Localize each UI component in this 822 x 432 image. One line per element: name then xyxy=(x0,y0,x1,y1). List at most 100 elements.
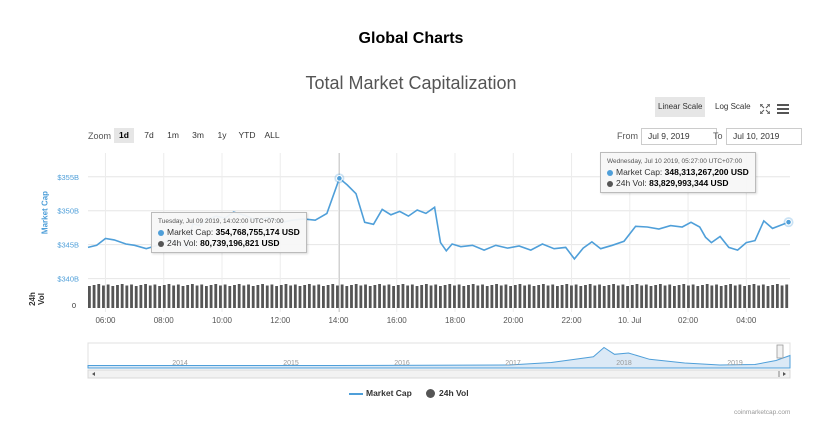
volume-bar xyxy=(457,284,461,308)
volume-bar xyxy=(448,284,452,308)
volume-bar xyxy=(607,285,611,308)
volume-bar xyxy=(752,284,756,308)
zoom-1d-button[interactable]: 1d xyxy=(114,128,134,143)
x-tick-label: 08:00 xyxy=(154,316,175,325)
y-tick-label: $350B xyxy=(57,207,79,216)
tooltip-right: Wednesday, Jul 10 2019, 05:27:00 UTC+07:… xyxy=(600,152,756,193)
linear-scale-button[interactable]: Linear Scale xyxy=(655,97,706,117)
volume-bar xyxy=(424,284,428,308)
vol-dot-icon xyxy=(607,180,613,187)
volume-bar xyxy=(317,284,321,308)
volume-bar xyxy=(256,285,260,308)
volume-bar xyxy=(144,284,147,308)
zoom-1y-button[interactable]: 1y xyxy=(217,130,227,140)
x-tick-label: 22:00 xyxy=(562,316,583,325)
volume-bar xyxy=(331,284,335,308)
volume-bar xyxy=(682,284,686,308)
volume-bar xyxy=(467,285,470,308)
volume-bar xyxy=(518,284,522,308)
tooltip-right-header: Wednesday, Jul 10 2019, 05:27:00 UTC+07:… xyxy=(607,158,743,165)
scroll-left-arrow-icon xyxy=(92,372,95,376)
zoom-all-button[interactable]: ALL xyxy=(264,130,280,140)
volume-bar xyxy=(490,285,494,308)
volume-bar xyxy=(719,286,723,308)
legend-vol-dot-icon xyxy=(426,389,435,398)
volume-bar xyxy=(401,284,405,308)
volume-bar xyxy=(471,284,475,308)
tooltip-left-mcap-label: Market Cap: xyxy=(167,227,214,237)
volume-bar xyxy=(439,286,442,308)
scrollbar-track[interactable] xyxy=(87,369,791,379)
volume-bar xyxy=(635,284,639,308)
volume-bar xyxy=(181,286,185,308)
to-date-input[interactable]: Jul 10, 2019 xyxy=(726,128,802,145)
zoom-3m-button[interactable]: 3m xyxy=(192,130,204,140)
from-date-input[interactable]: Jul 9, 2019 xyxy=(641,128,717,145)
x-tick-label: 16:00 xyxy=(387,316,408,325)
volume-bar xyxy=(551,284,555,308)
zoom-ytd-button[interactable]: YTD xyxy=(238,130,256,140)
vol-axis-tick: 0 xyxy=(72,301,76,310)
tooltip-right-vol-value: 83,829,993,344 USD xyxy=(649,178,729,188)
volume-bar xyxy=(584,285,587,308)
volume-bar xyxy=(373,285,377,308)
volume-bar xyxy=(350,285,353,308)
to-label: To xyxy=(713,131,723,141)
volume-bar xyxy=(275,286,279,308)
volume-bar xyxy=(560,285,564,308)
menu-icon[interactable] xyxy=(777,101,789,114)
zoom-1m-button[interactable]: 1m xyxy=(167,130,179,140)
page-title: Global Charts xyxy=(358,30,464,47)
volume-bar xyxy=(593,285,597,308)
volume-bar xyxy=(738,284,742,308)
volume-bar xyxy=(261,284,264,308)
volume-bar xyxy=(523,285,527,308)
volume-bar xyxy=(176,284,180,308)
volume-bar xyxy=(148,285,152,308)
log-scale-button[interactable]: Log Scale xyxy=(715,102,751,111)
volume-bar xyxy=(307,284,311,308)
volume-bar xyxy=(785,284,789,308)
volume-bar xyxy=(303,285,307,308)
volume-bar xyxy=(616,285,620,308)
volume-bar xyxy=(602,286,606,308)
volume-bar xyxy=(527,284,531,308)
from-label: From xyxy=(617,131,638,141)
volume-bar xyxy=(705,284,709,308)
volume-bar xyxy=(729,284,732,308)
volume-bar xyxy=(209,285,213,308)
scrollbar-thumb[interactable] xyxy=(778,371,780,377)
volume-bar xyxy=(125,285,129,308)
volume-bar xyxy=(88,286,91,308)
volume-bar xyxy=(663,285,667,308)
navigator-year-label: 2015 xyxy=(283,360,299,367)
volume-bar xyxy=(92,285,96,308)
mcap-dot-icon xyxy=(607,169,613,176)
x-tick-label: 04:00 xyxy=(736,316,757,325)
volume-bar xyxy=(481,284,484,308)
navigator-handle xyxy=(776,344,784,359)
volume-bar xyxy=(668,284,672,308)
navigator-year-label: 2014 xyxy=(172,360,188,367)
volume-bar xyxy=(588,284,592,308)
volume-bar xyxy=(345,286,349,308)
volume-bar xyxy=(359,285,363,308)
volume-bar xyxy=(167,284,171,308)
volume-bar xyxy=(612,284,615,308)
legend-vol[interactable]: 24h Vol xyxy=(439,388,469,398)
volume-bar xyxy=(443,285,447,308)
volume-bar xyxy=(195,285,199,308)
volume-bar xyxy=(162,285,166,308)
volume-bar xyxy=(541,284,545,308)
volume-bar xyxy=(406,285,410,308)
zoom-7d-button[interactable]: 7d xyxy=(144,130,154,140)
volume-bar xyxy=(382,285,386,308)
legend-mcap[interactable]: Market Cap xyxy=(366,388,412,398)
volume-bar xyxy=(747,285,751,308)
x-tick-label: 06:00 xyxy=(95,316,116,325)
menu-icon-graphic xyxy=(777,104,789,114)
volume-bar xyxy=(710,285,714,308)
y-tick-label: $355B xyxy=(57,173,79,182)
volume-bar xyxy=(499,285,503,308)
